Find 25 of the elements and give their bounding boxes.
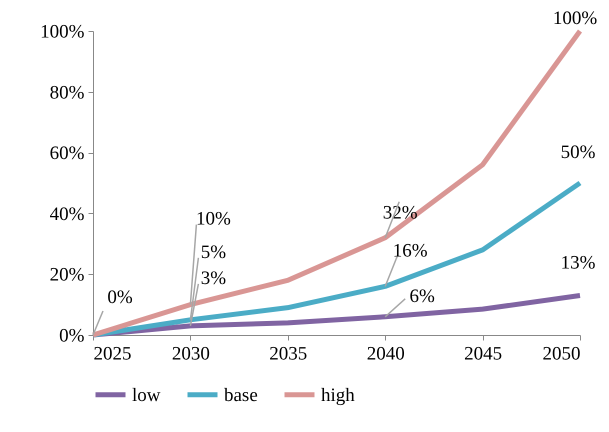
annotation: 32% bbox=[382, 202, 418, 224]
y-tick-label: 40% bbox=[50, 204, 85, 225]
y-tick-label: 20% bbox=[50, 264, 85, 286]
annotation: 5% bbox=[200, 242, 226, 263]
x-tick-label: 2035 bbox=[269, 344, 308, 364]
legend-label: high bbox=[321, 384, 356, 406]
y-tick-label: 0% bbox=[59, 326, 85, 346]
annotation: 16% bbox=[392, 240, 428, 262]
annotation: 6% bbox=[410, 286, 436, 307]
x-tick-label: 2050 bbox=[542, 344, 580, 364]
annotation: 3% bbox=[200, 268, 226, 289]
x-tick-label: 2045 bbox=[464, 344, 502, 364]
legend-label: base bbox=[224, 384, 258, 406]
annotation: 10% bbox=[196, 208, 231, 230]
y-tick-label: 60% bbox=[50, 143, 85, 164]
annotation: 100% bbox=[552, 8, 598, 29]
x-tick-label: 2040 bbox=[366, 344, 405, 364]
y-tick-label: 100% bbox=[40, 22, 85, 42]
annotation: 13% bbox=[560, 252, 596, 274]
legend-label: low bbox=[132, 384, 161, 406]
annotation: 50% bbox=[560, 142, 596, 163]
x-tick-label: 2030 bbox=[172, 344, 210, 364]
y-tick-label: 80% bbox=[50, 82, 85, 104]
annotation: 0% bbox=[107, 287, 133, 308]
x-tick-label: 2025 bbox=[94, 344, 132, 364]
